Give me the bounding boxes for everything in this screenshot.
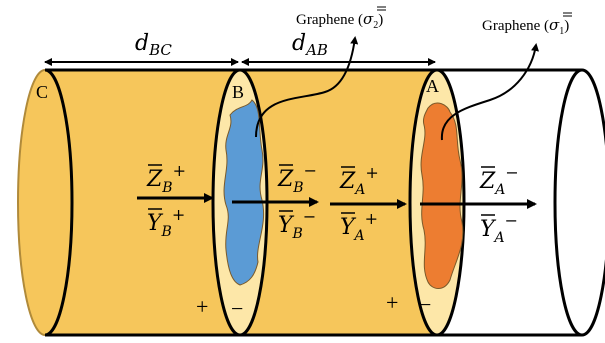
z-b-minus: ZB− (277, 161, 317, 196)
y-b-minus: YB− (278, 207, 316, 242)
z-a-plus: ZA+ (339, 163, 379, 198)
y-a-minus: YA− (480, 211, 518, 246)
graphene-1-label: Graphene (σ1) (482, 16, 569, 37)
cylinder-right-cap (553, 68, 605, 337)
dim-ab-label: dAB (292, 31, 328, 59)
sign-a-plus: + (386, 290, 398, 315)
graphene-1-callout (440, 43, 539, 141)
sign-a-minus: − (419, 292, 431, 317)
sign-b-plus: + (196, 294, 208, 319)
y-b-plus: YB+ (147, 205, 185, 240)
y-a-plus: YA+ (340, 209, 378, 244)
graphene-2-label: Graphene (σ2) (296, 10, 383, 31)
z-b-plus: ZB+ (146, 161, 186, 196)
graphene-sheet-1 (420, 102, 464, 289)
sign-b-minus: − (231, 296, 243, 321)
interface-b-label: B (232, 82, 244, 102)
dim-bc-label: dBC (135, 31, 172, 59)
interface-c-label: C (36, 82, 48, 102)
z-a-minus: ZA− (479, 163, 519, 198)
cylinder-left-cap (44, 68, 74, 337)
interface-a-label: A (426, 76, 439, 96)
impedance-overbars (148, 164, 495, 216)
graphene-2-callout (255, 36, 359, 138)
cylinder-left-cap-back (17, 69, 46, 336)
